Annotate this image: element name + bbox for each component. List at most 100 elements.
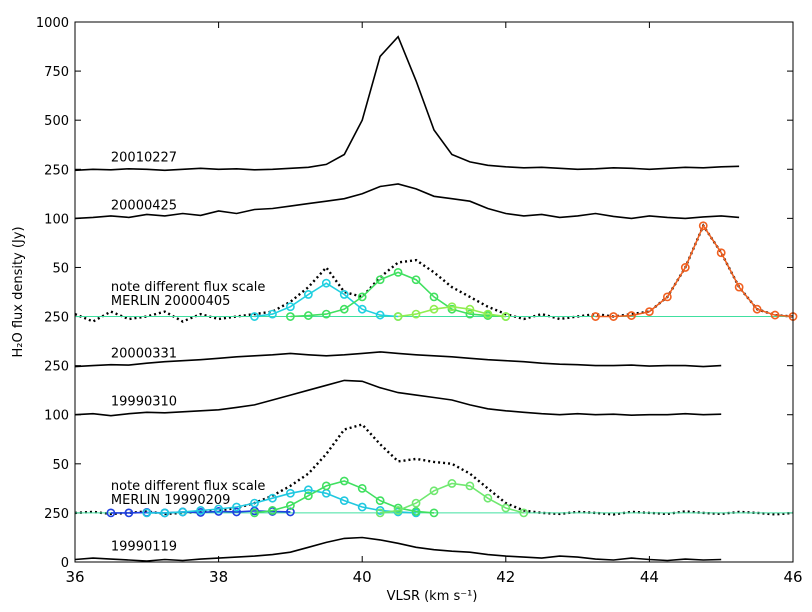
component-point <box>285 507 295 517</box>
y-tick-label: 100 <box>44 212 69 227</box>
component-point <box>393 506 403 515</box>
y-axis-label: H₂O flux density (Jy) <box>11 226 26 357</box>
y-tick-label: 1000 <box>36 16 69 31</box>
component-line <box>110 510 291 514</box>
x-axis-label: VLSR (km s⁻¹) <box>387 589 478 604</box>
component-point <box>357 292 367 302</box>
component-point <box>232 507 241 517</box>
component-point <box>285 302 295 312</box>
plot-frame <box>74 21 794 563</box>
component-point <box>339 290 349 299</box>
spectrum-note: note different flux scale <box>111 479 266 494</box>
component-point <box>106 508 116 518</box>
component-point <box>268 506 277 515</box>
component-line <box>397 305 506 318</box>
component-point <box>411 275 421 285</box>
x-tick-label: 46 <box>783 568 802 586</box>
component-point <box>716 248 726 258</box>
component-point <box>698 221 708 231</box>
component-point <box>214 504 223 514</box>
component-point <box>357 483 367 493</box>
spectrum-label: 19990119 <box>111 540 177 555</box>
spectrum-line <box>74 536 722 562</box>
component-point <box>357 502 367 512</box>
component-line <box>254 282 399 318</box>
component-point <box>285 312 295 321</box>
spectrum-line <box>74 379 722 417</box>
component-point <box>160 508 170 518</box>
component-point <box>411 309 421 319</box>
y-tick-label: 250 <box>44 507 69 522</box>
component-point <box>734 282 744 292</box>
component-point <box>178 507 188 517</box>
y-tick-label: 500 <box>44 114 69 129</box>
component-line <box>254 480 435 514</box>
component-point <box>375 508 385 518</box>
component-line <box>146 488 417 514</box>
component-point <box>303 485 313 495</box>
component-point <box>250 508 259 518</box>
component-point <box>680 263 690 272</box>
spectrum-line <box>74 35 740 172</box>
component-point <box>196 506 206 515</box>
spectrum-note: note different flux scale <box>111 280 266 295</box>
component-point <box>609 312 618 321</box>
component-point <box>339 476 349 486</box>
component-point <box>429 486 439 496</box>
x-tick-label: 42 <box>496 568 515 586</box>
y-tick-label: 250 <box>44 360 69 375</box>
component-point <box>393 312 403 321</box>
component-point <box>483 309 493 319</box>
component-point <box>501 312 511 321</box>
y-tick-label: 0 <box>61 556 69 571</box>
component-point <box>285 488 295 498</box>
component-point <box>321 278 331 288</box>
spectrum-label: 20010227 <box>111 150 177 165</box>
spectrum-line <box>74 351 722 368</box>
component-point <box>447 479 457 488</box>
y-tick-label: 50 <box>52 458 69 473</box>
spectrum-label: MERLIN 20000405 <box>111 294 231 309</box>
y-tick-label: 250 <box>44 311 69 326</box>
spectrum-label: 19990310 <box>111 395 177 410</box>
component-point <box>357 304 367 314</box>
component-point <box>303 290 313 299</box>
component-point <box>429 292 439 302</box>
component-line <box>290 271 506 318</box>
component-point <box>142 508 152 518</box>
component-point <box>375 275 385 285</box>
component-point <box>447 302 457 312</box>
component-point <box>303 491 313 501</box>
component-point <box>232 502 241 512</box>
component-point <box>465 481 475 491</box>
component-point <box>770 310 780 320</box>
component-point <box>501 503 511 513</box>
component-point <box>519 508 529 518</box>
component-point <box>303 311 313 320</box>
y-tick-label: 100 <box>44 409 69 424</box>
x-tick-label: 36 <box>65 568 84 586</box>
component-point <box>339 496 349 506</box>
component-line <box>379 482 525 514</box>
component-point <box>591 312 600 321</box>
component-point <box>250 312 259 321</box>
component-point <box>339 304 349 314</box>
y-tick-label: 50 <box>52 261 69 276</box>
component-point <box>393 267 403 277</box>
y-tick-label: 250 <box>44 163 69 178</box>
x-tick-label: 40 <box>353 568 372 586</box>
component-point <box>645 307 654 317</box>
component-point <box>285 501 295 510</box>
component-point <box>268 309 277 319</box>
spectrum-label: 20000331 <box>111 347 177 362</box>
component-point <box>268 493 277 503</box>
spectrum-label: MERLIN 19990209 <box>111 493 231 508</box>
component-point <box>124 508 134 518</box>
component-point <box>321 309 331 319</box>
component-point <box>483 493 493 503</box>
component-point <box>627 311 636 320</box>
component-point <box>321 481 331 491</box>
component-point <box>752 304 762 314</box>
spectrum-label: 20000425 <box>111 198 177 213</box>
